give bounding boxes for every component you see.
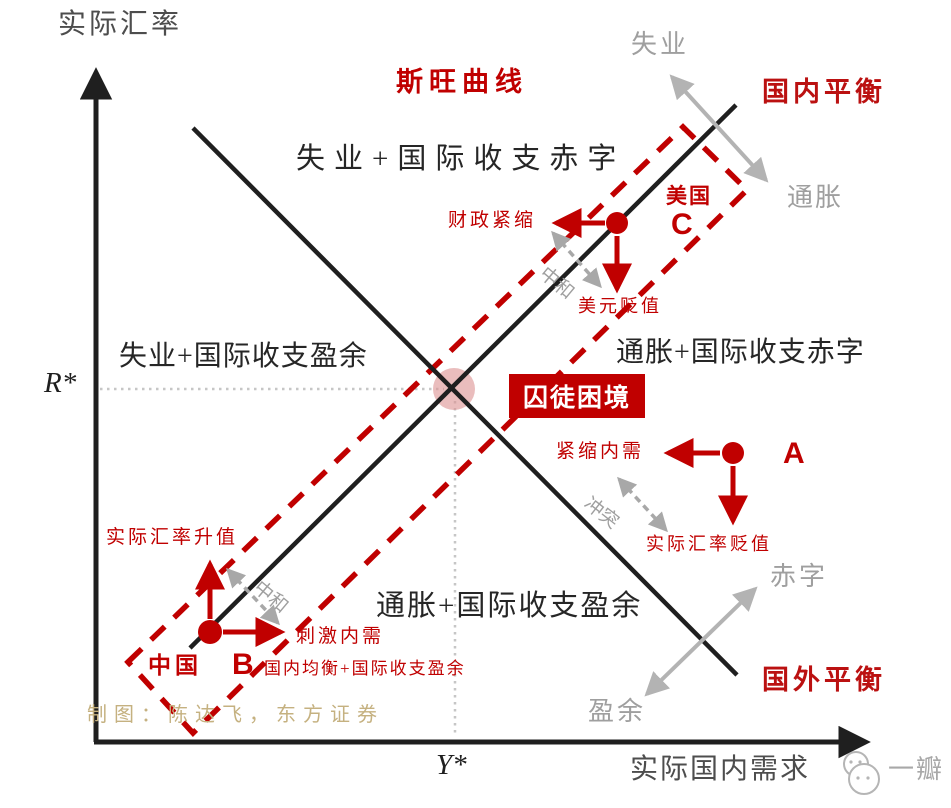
external-balance-label: 国外平衡 — [762, 665, 886, 695]
a-point-dot — [722, 442, 744, 464]
quadrant-unemployment-deficit: 失业+国际收支赤字 — [296, 143, 626, 175]
surplus-deficit-arrow — [644, 586, 758, 697]
deficit-label: 赤字 — [770, 562, 829, 591]
prisoners-dilemma-label: 囚徒困境 — [522, 384, 631, 412]
external-balance-line — [191, 126, 739, 677]
yiban-logo-icon — [843, 751, 880, 795]
a-fx-depreciation-label: 实际汇率贬值 — [646, 534, 772, 554]
us-fiscal-tightening-label: 财政紧缩 — [448, 210, 537, 231]
quadrant-inflation-surplus: 通胀+国际收支盈余 — [376, 590, 643, 622]
china-country-label: 中国 — [148, 652, 202, 678]
quadrant-unemployment-surplus: 失业+国际收支盈余 — [119, 341, 368, 372]
surplus-label: 盈余 — [588, 697, 647, 726]
chart-title: 斯旺曲线 — [396, 67, 528, 97]
china-point-letter: B — [232, 648, 254, 681]
inflation-label: 通胀 — [787, 183, 844, 212]
unemployment-label: 失业 — [631, 30, 690, 59]
china-neutralize-arrow — [226, 567, 280, 626]
china-fx-appreciation-label: 实际汇率升值 — [106, 527, 239, 548]
yiban-logo-text: 一瓣 — [888, 755, 945, 784]
china-point-dot — [198, 620, 222, 644]
a-conflict-arrow — [617, 476, 668, 533]
us-point-dot — [606, 212, 628, 234]
quadrant-inflation-deficit: 通胀+国际收支赤字 — [616, 337, 865, 368]
a-point-letter: A — [783, 437, 805, 470]
us-point-letter: C — [671, 208, 693, 241]
r-star-label: R* — [44, 367, 77, 399]
credit-line: 制图：陈达飞，东方证券 — [87, 704, 384, 726]
y-star-label: Y* — [436, 749, 467, 781]
y-axis-label: 实际汇率 — [58, 9, 183, 40]
us-dollar-depreciation-label: 美元贬值 — [578, 296, 662, 316]
prisoners-dilemma-badge: 囚徒困境 — [509, 374, 645, 418]
dashed-corridor-band — [124, 123, 751, 737]
us-country-label: 美国 — [666, 185, 712, 208]
china-equilibrium-note: 国内均衡+国际收支盈余 — [264, 659, 466, 678]
unemployment-inflation-arrow — [669, 74, 769, 183]
a-tighten-demand-label: 紧缩内需 — [556, 441, 645, 462]
x-axis-label: 实际国内需求 — [630, 754, 811, 785]
china-stimulate-demand-label: 刺激内需 — [296, 626, 385, 647]
internal-balance-label: 国内平衡 — [762, 77, 886, 107]
internal-balance-line — [188, 103, 738, 650]
